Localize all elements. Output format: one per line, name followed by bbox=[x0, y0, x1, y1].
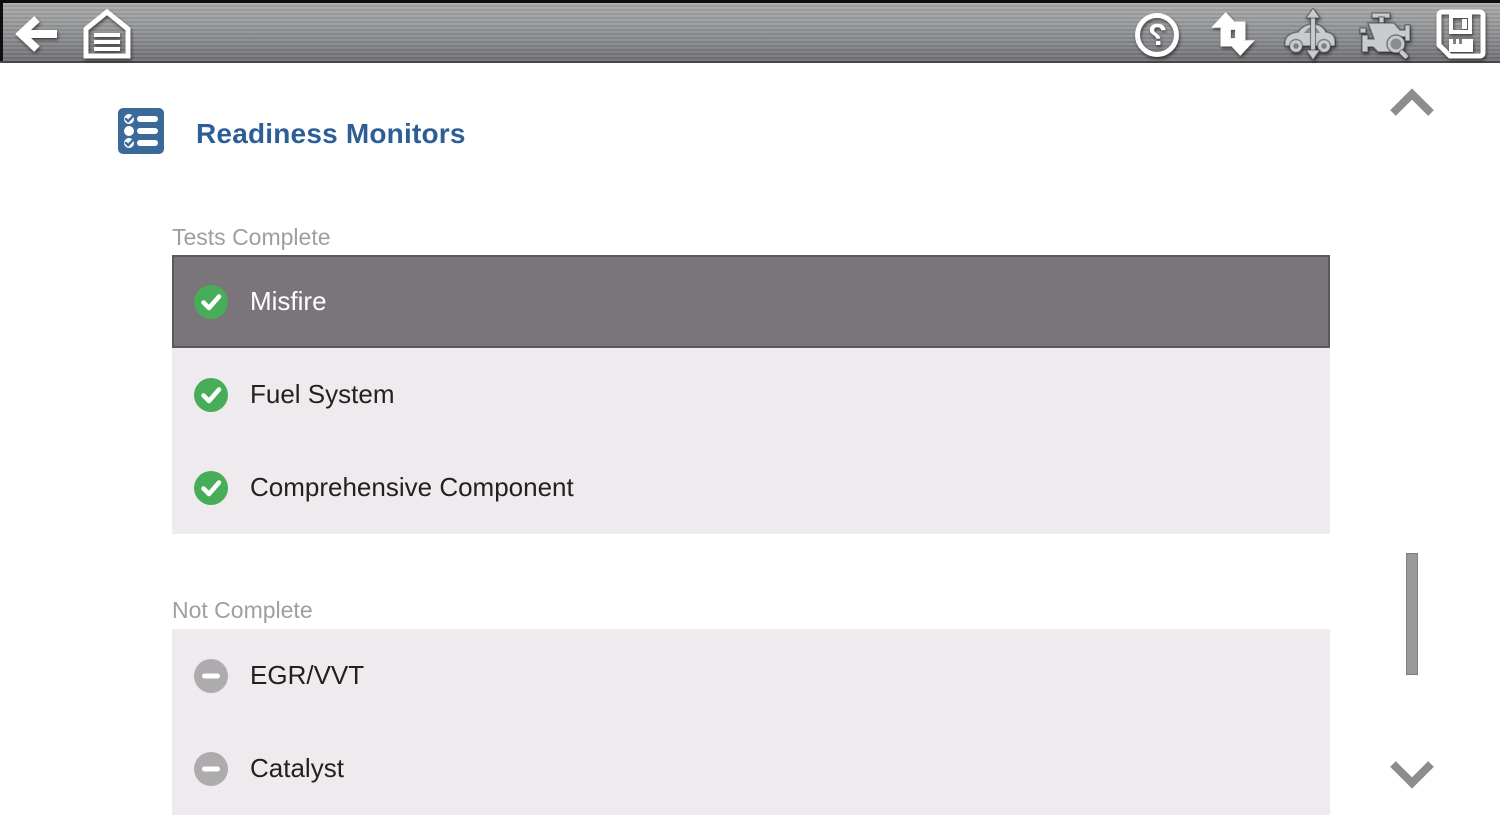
page-title: Readiness Monitors bbox=[196, 117, 466, 149]
check-circle-icon bbox=[194, 284, 228, 319]
refresh-button[interactable] bbox=[1206, 8, 1260, 62]
chevron-down-icon bbox=[1388, 758, 1436, 793]
not-complete-list: EGR/VVT Catalyst bbox=[172, 629, 1330, 815]
list-item-misfire[interactable]: Misfire bbox=[172, 255, 1330, 348]
list-item-fuel-system[interactable]: Fuel System bbox=[172, 348, 1330, 441]
home-icon bbox=[81, 8, 133, 63]
vehicle-data-icon bbox=[1282, 6, 1336, 63]
engine-scan-icon bbox=[1358, 8, 1412, 63]
list-item-label: Catalyst bbox=[250, 753, 344, 783]
list-item-label: EGR/VVT bbox=[250, 660, 365, 690]
help-icon: ? bbox=[1135, 13, 1179, 57]
save-icon bbox=[1436, 9, 1486, 62]
list-item-label: Comprehensive Component bbox=[250, 472, 574, 502]
toolbar: ? bbox=[0, 0, 1500, 63]
chevron-up-icon bbox=[1388, 87, 1436, 122]
list-item-label: Fuel System bbox=[250, 379, 395, 409]
section-label-not-complete: Not Complete bbox=[172, 597, 313, 623]
back-button[interactable] bbox=[8, 8, 62, 62]
scrollbar-thumb[interactable] bbox=[1406, 553, 1418, 675]
list-item-egr-vvt[interactable]: EGR/VVT bbox=[172, 629, 1330, 722]
page-heading: Readiness Monitors bbox=[118, 108, 466, 159]
scroll-up-button[interactable] bbox=[1382, 82, 1442, 126]
check-circle-icon bbox=[194, 377, 228, 412]
refresh-icon bbox=[1208, 9, 1258, 62]
minus-circle-icon bbox=[194, 751, 228, 786]
list-item-label: Misfire bbox=[250, 286, 327, 316]
minus-circle-icon bbox=[194, 658, 228, 693]
list-item-comprehensive-component[interactable]: Comprehensive Component bbox=[172, 441, 1330, 534]
section-label-tests-complete: Tests Complete bbox=[172, 224, 331, 250]
readiness-monitors-icon bbox=[118, 108, 164, 159]
help-button[interactable]: ? bbox=[1130, 8, 1184, 62]
engine-scan-button[interactable] bbox=[1358, 8, 1412, 62]
toolbar-right-group: ? bbox=[1130, 6, 1488, 63]
home-button[interactable] bbox=[80, 8, 134, 62]
scroll-down-button[interactable] bbox=[1382, 753, 1442, 797]
check-circle-icon bbox=[194, 470, 228, 505]
list-item-catalyst[interactable]: Catalyst bbox=[172, 722, 1330, 815]
back-icon bbox=[10, 10, 60, 61]
tests-complete-list: Misfire Fuel System Comprehensive Compon… bbox=[172, 255, 1330, 534]
vehicle-data-button[interactable] bbox=[1282, 6, 1336, 63]
save-button[interactable] bbox=[1434, 8, 1488, 62]
